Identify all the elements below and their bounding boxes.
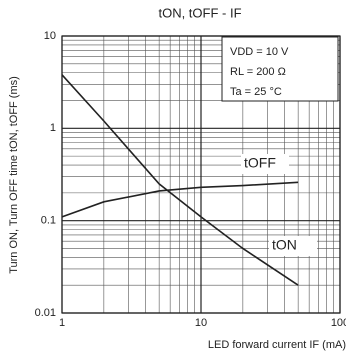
y-axis-label: Turn ON, Turn OFF time tON, tOFF (ms) bbox=[8, 76, 20, 274]
annotation: Ta = 25 °C bbox=[230, 86, 282, 98]
series-label: tOFF bbox=[244, 155, 276, 171]
annotation: RL = 200 Ω bbox=[230, 66, 286, 78]
series-line bbox=[61, 74, 299, 286]
x-tick-label: 10 bbox=[195, 317, 207, 329]
x-tick-label: 100 bbox=[331, 317, 346, 329]
y-tick-label: 1 bbox=[50, 122, 56, 134]
annotation-box bbox=[221, 36, 339, 102]
chart-title: tON, tOFF - IF bbox=[158, 5, 241, 20]
annotation: VDD = 10 V bbox=[230, 46, 289, 58]
x-tick-label: 1 bbox=[59, 317, 65, 329]
series-label-bg bbox=[241, 154, 289, 174]
y-tick-label: 10 bbox=[44, 30, 56, 42]
y-tick-label: 0.1 bbox=[41, 215, 56, 227]
series-label-bg bbox=[269, 236, 317, 256]
x-axis-label: LED forward current IF (mA) bbox=[208, 339, 346, 351]
y-tick-label: 0.01 bbox=[35, 307, 56, 319]
series-line bbox=[61, 181, 299, 218]
plot-frame bbox=[61, 35, 341, 314]
series-label: tON bbox=[272, 237, 297, 253]
